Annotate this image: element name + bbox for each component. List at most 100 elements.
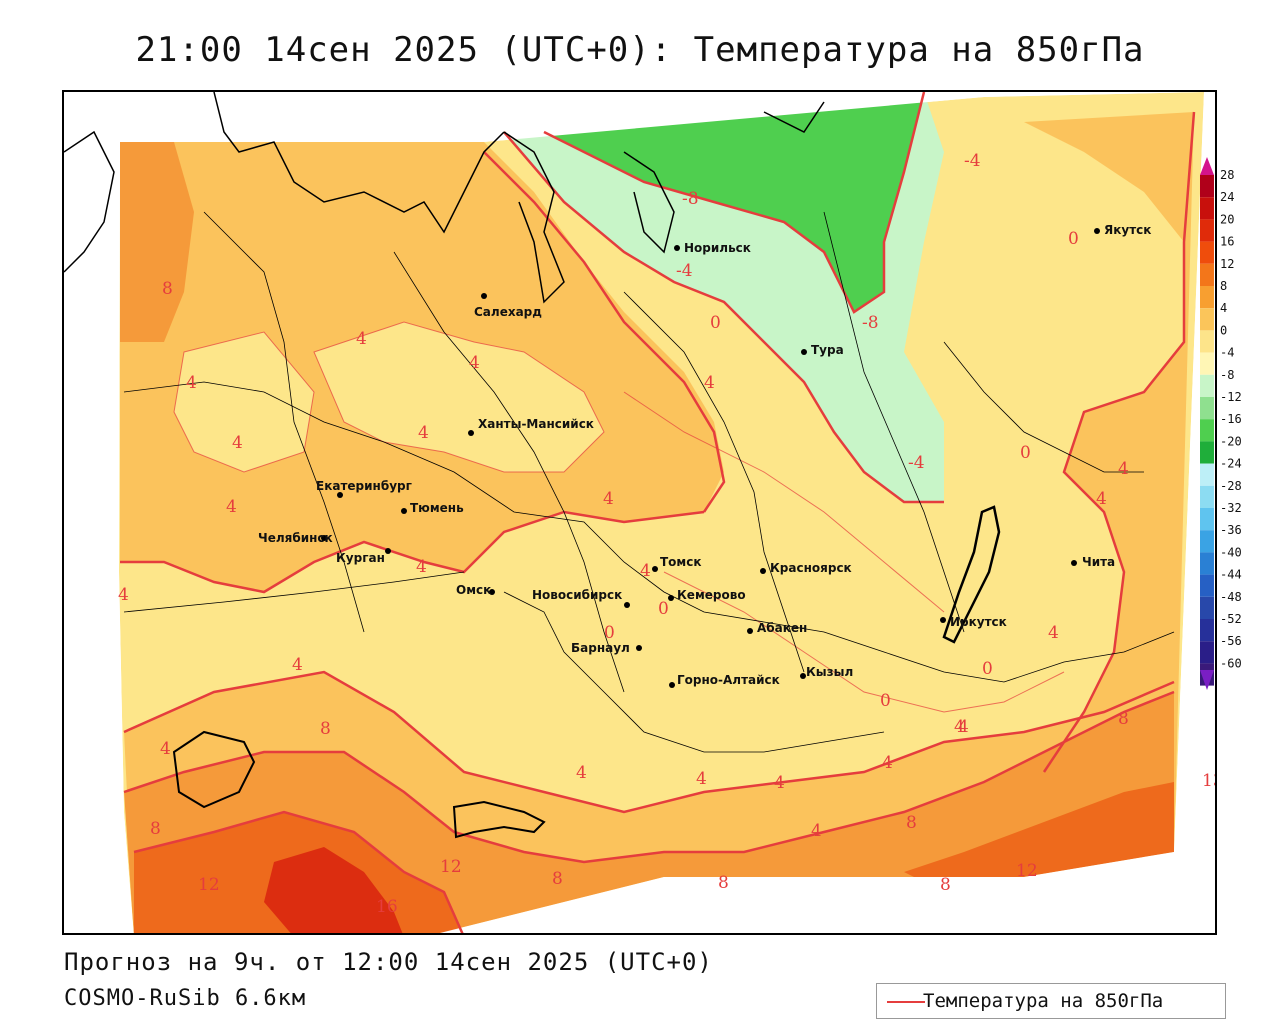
isoline-label: 4 (882, 753, 893, 773)
colorbar-top-arrow (1200, 157, 1214, 175)
city-dot (652, 566, 658, 572)
isoline-label: 0 (1020, 443, 1031, 463)
isoline-label: -4 (964, 151, 981, 171)
field-4-8-east (1024, 112, 1194, 852)
colorbar-tick-label: -4 (1220, 346, 1234, 360)
isoline-label: -8 (862, 313, 879, 333)
colorbar-swatch (1200, 263, 1214, 286)
city-label: Кемерово (677, 588, 746, 602)
isoline-label: 4 (811, 821, 822, 841)
colorbar-tick-label: -16 (1220, 412, 1242, 426)
colorbar-swatch (1200, 374, 1214, 397)
isoline-labels: 8 4 4 4 4 4 4 4 4 4 4 4 4 4 4 4 4 4 4 4 … (118, 151, 1217, 917)
city-label: Новосибирск (532, 588, 622, 602)
isoline-label: 4 (292, 655, 303, 675)
isoline-label: -4 (676, 261, 693, 281)
isoline-label: 0 (604, 623, 615, 643)
city-dot (481, 293, 487, 299)
aral-sea (172, 730, 256, 809)
city-label: Барнаул (571, 641, 630, 655)
isoline-label: 12 (198, 875, 220, 895)
isoline-label: 8 (718, 873, 729, 893)
colorbar-swatch (1200, 352, 1214, 375)
colorbar-swatch (1200, 330, 1214, 353)
city-label: Ханты-Мансийск (478, 417, 594, 431)
isoline-label: 0 (880, 691, 891, 711)
field-12-16-se (904, 782, 1174, 882)
city-dot (385, 548, 391, 554)
forecast-caption: Прогноз на 9ч. от 12:00 14сен 2025 (UTC+… (64, 948, 713, 976)
colorbar-swatch (1200, 508, 1214, 531)
map-panel[interactable]: Якутск Норильск Салехард Тура Ханты-Манс… (62, 90, 1217, 935)
colorbar-tick-label: 12 (1220, 257, 1234, 271)
isoline-label: 12 (1016, 861, 1038, 881)
colorbar-swatch (1200, 485, 1214, 508)
isoline-label: 16 (376, 897, 398, 917)
city-dot (401, 508, 407, 514)
colorbar-swatch (1200, 219, 1214, 242)
isoline-label: -8 (682, 189, 699, 209)
thin-isolines (173, 321, 1065, 713)
isoline-label: 4 (704, 373, 715, 393)
city-dot (468, 430, 474, 436)
city-dot (940, 617, 946, 623)
field-8-12-nw (120, 142, 194, 342)
isolines (120, 92, 1196, 933)
isoline-label: 0 (1068, 229, 1079, 249)
isoline-label: 4 (774, 773, 785, 793)
city-label: Горно-Алтайск (677, 673, 780, 687)
isoline-label: 8 (940, 875, 951, 895)
colorbar-tick-label: -20 (1220, 434, 1242, 448)
city-label: Красноярск (770, 561, 852, 575)
isoline-label: 0 (982, 659, 993, 679)
colorbar-tick-label: -48 (1220, 590, 1242, 604)
city-dot (668, 595, 674, 601)
isoline-label: 8 (1118, 709, 1129, 729)
colorbar-swatches (1200, 175, 1214, 686)
legend-line-swatch (887, 1001, 925, 1003)
isoline-label: 8 (552, 869, 563, 889)
city-dot (760, 568, 766, 574)
isoline-label: 4 (416, 557, 427, 577)
isoline-label: 13 (1202, 771, 1217, 791)
isoline-label: 4 (696, 769, 707, 789)
colorbar-tick-label: -36 (1220, 523, 1242, 537)
city-label: Екатеринбург (316, 479, 412, 493)
isoline-label: 4 (576, 763, 587, 783)
colorbar-swatch (1200, 397, 1214, 420)
outside-domain-left (64, 142, 134, 933)
city-dot (489, 589, 495, 595)
isoline-label: -4 (908, 453, 925, 473)
isoline-label: 4 (232, 433, 243, 453)
isoline-label: 12 (440, 857, 462, 877)
city-label: Чита (1082, 555, 1115, 569)
colorbar-swatch (1200, 286, 1214, 309)
city-dot (636, 645, 642, 651)
lake-baikal (942, 505, 1001, 644)
isoline-label: 8 (162, 279, 173, 299)
colorbar-tick-label: 24 (1220, 190, 1234, 204)
isoline-label: 4 (640, 561, 651, 581)
map-title: 21:00 14сен 2025 (UTC+0): Температура на… (135, 30, 1145, 70)
city-dot (674, 245, 680, 251)
colorbar-bottom-arrow (1200, 670, 1214, 690)
city-dot (624, 602, 630, 608)
cities: Якутск Норильск Салехард Тура Ханты-Манс… (258, 223, 1151, 688)
isoline-label: 4 (1048, 623, 1059, 643)
isoline-label: 4 (186, 373, 197, 393)
colorbar-swatch (1200, 596, 1214, 619)
isoline-label: 4 (418, 423, 429, 443)
city-label: Томск (660, 555, 702, 569)
city-dot (321, 535, 327, 541)
city-label: Норильск (684, 241, 751, 255)
city-dot (669, 682, 675, 688)
colorbar-tick-label: -52 (1220, 612, 1242, 626)
colorbar-tick-label: 0 (1220, 323, 1227, 337)
colorbar-swatch (1200, 241, 1214, 264)
city-dot (1094, 228, 1100, 234)
colorbar-tick-label: -12 (1220, 390, 1242, 404)
colorbar-swatch (1200, 419, 1214, 442)
isoline-label: 4 (958, 717, 969, 737)
city-label: Абакен (757, 621, 807, 635)
city-dot (800, 673, 806, 679)
